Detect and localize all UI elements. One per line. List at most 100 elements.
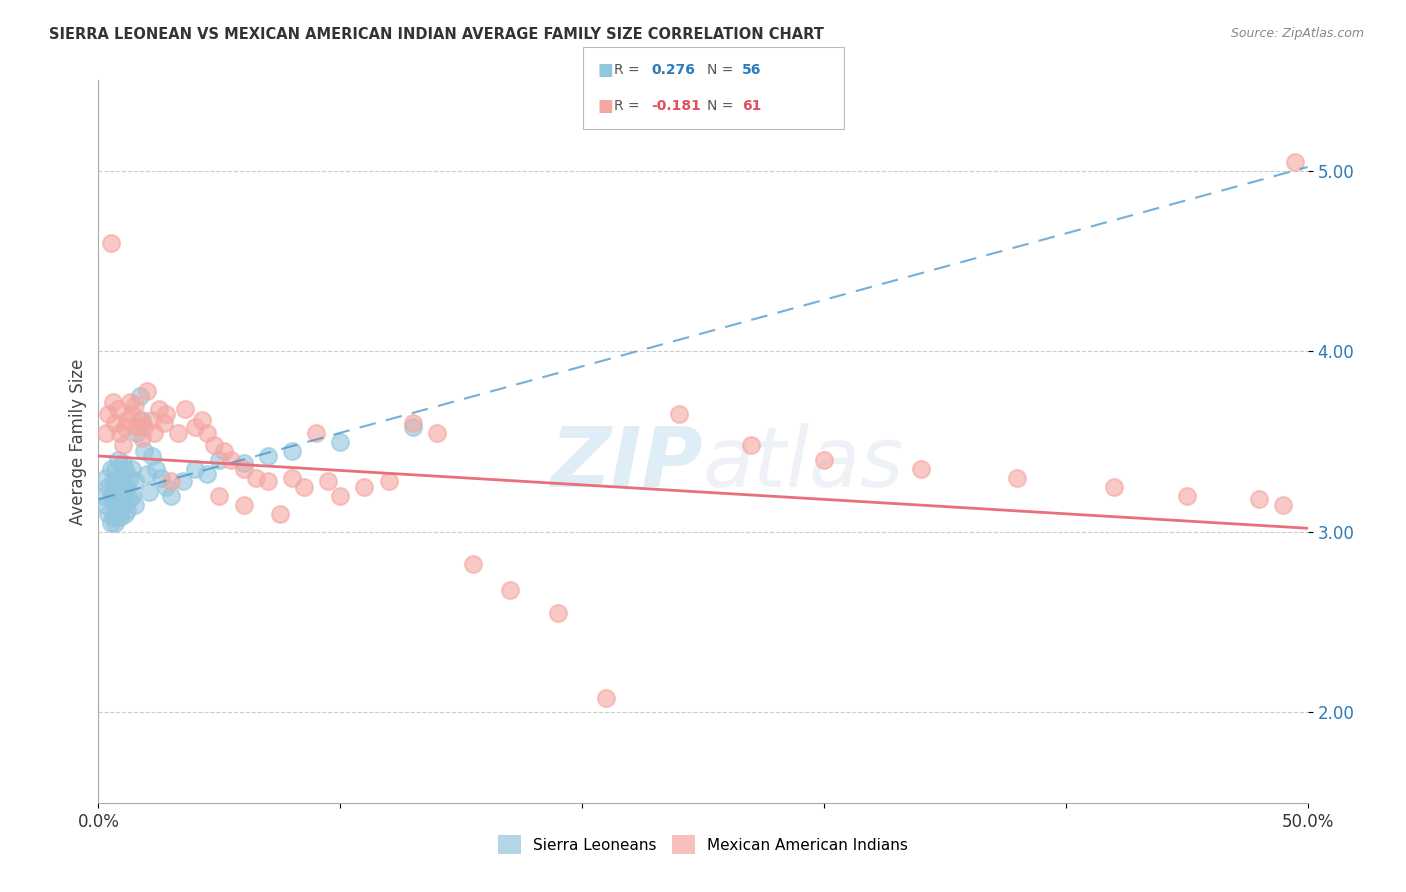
Legend: Sierra Leoneans, Mexican American Indians: Sierra Leoneans, Mexican American Indian… [492, 830, 914, 860]
Mexican American Indians [1284, 154, 1306, 169]
Sierra Leoneans [172, 475, 194, 489]
Sierra Leoneans [195, 467, 218, 481]
Mexican American Indians [114, 420, 136, 434]
Mexican American Indians [141, 413, 163, 427]
Mexican American Indians [117, 413, 139, 427]
Sierra Leoneans [155, 480, 177, 494]
Sierra Leoneans [91, 489, 114, 503]
Text: ZIP: ZIP [550, 423, 703, 504]
Sierra Leoneans [127, 425, 149, 440]
Sierra Leoneans [124, 475, 146, 489]
Text: 0.276: 0.276 [651, 63, 695, 78]
Mexican American Indians [426, 425, 449, 440]
Mexican American Indians [595, 691, 617, 706]
Mexican American Indians [134, 420, 156, 434]
Sierra Leoneans [111, 480, 134, 494]
Mexican American Indians [143, 425, 166, 440]
Sierra Leoneans [256, 449, 278, 463]
Mexican American Indians [148, 402, 170, 417]
Mexican American Indians [1272, 498, 1295, 512]
Y-axis label: Average Family Size: Average Family Size [69, 359, 87, 524]
Sierra Leoneans [111, 498, 134, 512]
Mexican American Indians [94, 425, 117, 440]
Mexican American Indians [498, 582, 520, 597]
Sierra Leoneans [114, 507, 136, 521]
Sierra Leoneans [208, 452, 231, 467]
Mexican American Indians [245, 471, 267, 485]
Mexican American Indians [155, 408, 177, 422]
Sierra Leoneans [329, 434, 352, 449]
Mexican American Indians [135, 384, 157, 398]
Sierra Leoneans [124, 498, 146, 512]
Mexican American Indians [232, 461, 254, 475]
Mexican American Indians [292, 480, 315, 494]
Sierra Leoneans [101, 510, 124, 524]
Mexican American Indians [256, 475, 278, 489]
Sierra Leoneans [100, 516, 122, 530]
Text: ■: ■ [598, 97, 613, 115]
Text: atlas: atlas [703, 423, 904, 504]
Mexican American Indians [167, 425, 190, 440]
Sierra Leoneans [121, 489, 143, 503]
Sierra Leoneans [131, 413, 153, 427]
Sierra Leoneans [281, 443, 304, 458]
Sierra Leoneans [100, 489, 122, 503]
Mexican American Indians [111, 438, 134, 452]
Text: R =: R = [614, 63, 644, 78]
Mexican American Indians [204, 438, 226, 452]
Mexican American Indians [128, 413, 150, 427]
Sierra Leoneans [128, 389, 150, 403]
Mexican American Indians [184, 420, 207, 434]
Text: N =: N = [707, 99, 738, 113]
Mexican American Indians [160, 475, 183, 489]
Mexican American Indians [269, 507, 291, 521]
Mexican American Indians [107, 402, 129, 417]
Mexican American Indians [121, 408, 143, 422]
Sierra Leoneans [107, 507, 129, 521]
Sierra Leoneans [97, 480, 120, 494]
Text: Source: ZipAtlas.com: Source: ZipAtlas.com [1230, 27, 1364, 40]
Sierra Leoneans [94, 498, 117, 512]
Sierra Leoneans [104, 461, 127, 475]
Sierra Leoneans [232, 456, 254, 470]
Mexican American Indians [740, 438, 762, 452]
Sierra Leoneans [114, 485, 136, 500]
Sierra Leoneans [118, 492, 141, 507]
Sierra Leoneans [117, 503, 139, 517]
Sierra Leoneans [145, 461, 167, 475]
Mexican American Indians [174, 402, 197, 417]
Sierra Leoneans [134, 443, 156, 458]
Sierra Leoneans [108, 510, 131, 524]
Mexican American Indians [100, 235, 122, 250]
Sierra Leoneans [104, 516, 127, 530]
Mexican American Indians [329, 489, 352, 503]
Mexican American Indians [221, 452, 243, 467]
Sierra Leoneans [100, 461, 122, 475]
Sierra Leoneans [108, 475, 131, 489]
Mexican American Indians [195, 425, 218, 440]
Sierra Leoneans [107, 471, 129, 485]
Mexican American Indians [101, 394, 124, 409]
Sierra Leoneans [135, 467, 157, 481]
Sierra Leoneans [150, 471, 173, 485]
Mexican American Indians [910, 461, 932, 475]
Mexican American Indians [316, 475, 339, 489]
Mexican American Indians [1249, 492, 1271, 507]
Mexican American Indians [108, 425, 131, 440]
Sierra Leoneans [111, 456, 134, 470]
Sierra Leoneans [107, 489, 129, 503]
Sierra Leoneans [108, 492, 131, 507]
Sierra Leoneans [141, 449, 163, 463]
Mexican American Indians [305, 425, 328, 440]
Mexican American Indians [104, 417, 127, 431]
Mexican American Indians [152, 417, 174, 431]
Mexican American Indians [353, 480, 375, 494]
Mexican American Indians [127, 420, 149, 434]
Text: 61: 61 [742, 99, 762, 113]
Sierra Leoneans [118, 471, 141, 485]
Sierra Leoneans [402, 420, 425, 434]
Mexican American Indians [463, 558, 485, 572]
Mexican American Indians [212, 443, 235, 458]
Mexican American Indians [813, 452, 835, 467]
Mexican American Indians [1175, 489, 1198, 503]
